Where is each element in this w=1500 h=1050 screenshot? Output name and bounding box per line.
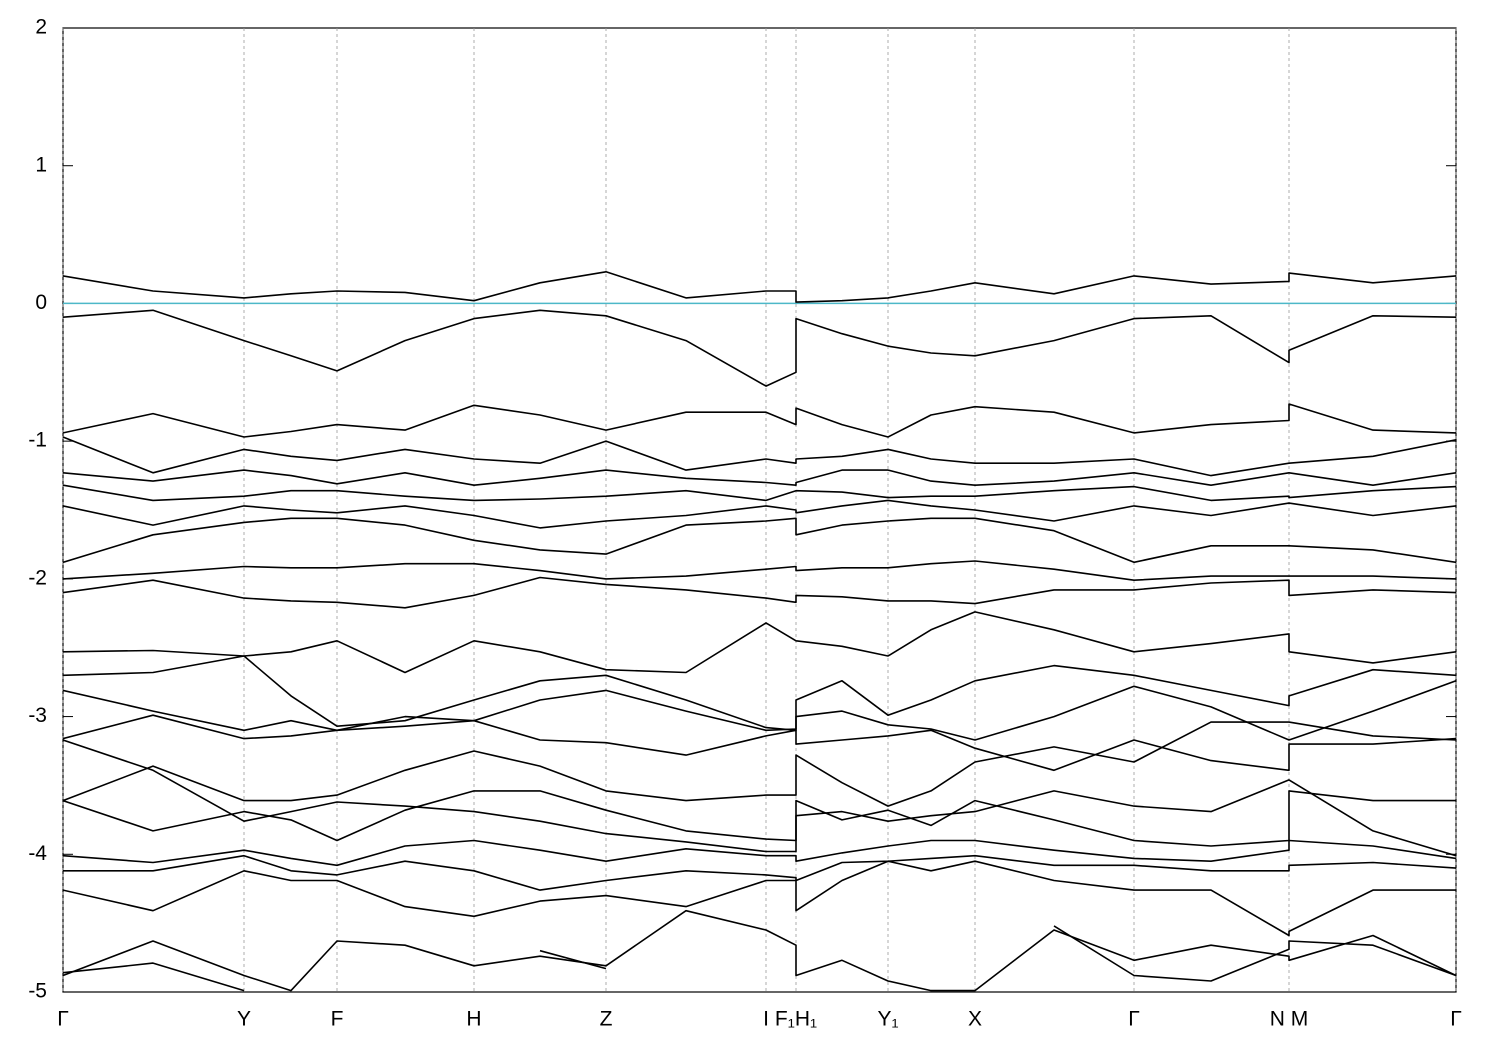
band (63, 790, 1456, 847)
x-tick-label: Z (600, 1008, 613, 1031)
band (63, 560, 1456, 581)
band (63, 403, 1456, 438)
x-tick-label: Y₁ (877, 1008, 898, 1031)
band (63, 611, 1456, 674)
x-tick-label: Y (237, 1008, 251, 1031)
tick-labels: 2 1 0 -1 -2 -3 -4 -5 Γ Y F H Z I F₁H₁ Y₁ X Γ N M Γ (28, 16, 1461, 1031)
band (63, 271, 1456, 303)
y-tick-label: 2 (35, 16, 47, 39)
y-tick-label: 0 (35, 291, 47, 314)
band (63, 436, 1456, 477)
y-tick-label: -2 (28, 566, 47, 589)
band (63, 484, 1456, 502)
band (63, 739, 1456, 857)
band (63, 680, 1456, 741)
band (63, 499, 1456, 529)
x-tick-label: Γ (1128, 1008, 1140, 1031)
x-tick-label: N M (1270, 1008, 1309, 1031)
band (63, 714, 1456, 772)
band (63, 839, 1456, 867)
y-tick-label: -4 (28, 842, 47, 865)
x-tick-label: I (763, 1008, 769, 1031)
y-tick-label: -5 (28, 980, 47, 1003)
y-tick-label: -1 (28, 429, 47, 452)
band (63, 469, 1456, 486)
bands (63, 271, 1456, 992)
y-tick-label: -3 (28, 704, 47, 727)
band (63, 925, 1456, 992)
band (63, 576, 1456, 609)
band (63, 309, 1456, 387)
band (63, 721, 1456, 807)
x-tick-label: H (466, 1008, 481, 1031)
band (63, 860, 1456, 937)
band (63, 909, 1456, 992)
y-tick-label: 1 (35, 153, 47, 176)
x-tick-label: F (331, 1008, 344, 1031)
band (63, 517, 1456, 564)
x-tick-label: Γ (1450, 1008, 1462, 1031)
x-tick-label: X (968, 1008, 982, 1031)
band (63, 655, 1456, 732)
x-tick-label: F₁H₁ (775, 1008, 817, 1031)
band (63, 854, 1456, 891)
x-tick-label: Γ (57, 1008, 69, 1031)
